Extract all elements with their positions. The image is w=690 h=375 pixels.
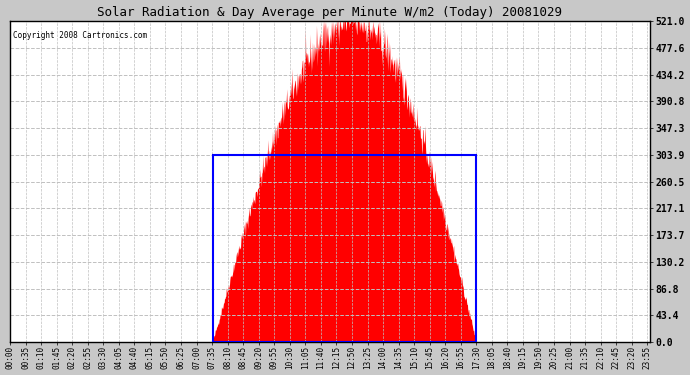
- Text: Copyright 2008 Cartronics.com: Copyright 2008 Cartronics.com: [13, 31, 148, 40]
- Title: Solar Radiation & Day Average per Minute W/m2 (Today) 20081029: Solar Radiation & Day Average per Minute…: [97, 6, 562, 18]
- Bar: [213, 155, 476, 342]
